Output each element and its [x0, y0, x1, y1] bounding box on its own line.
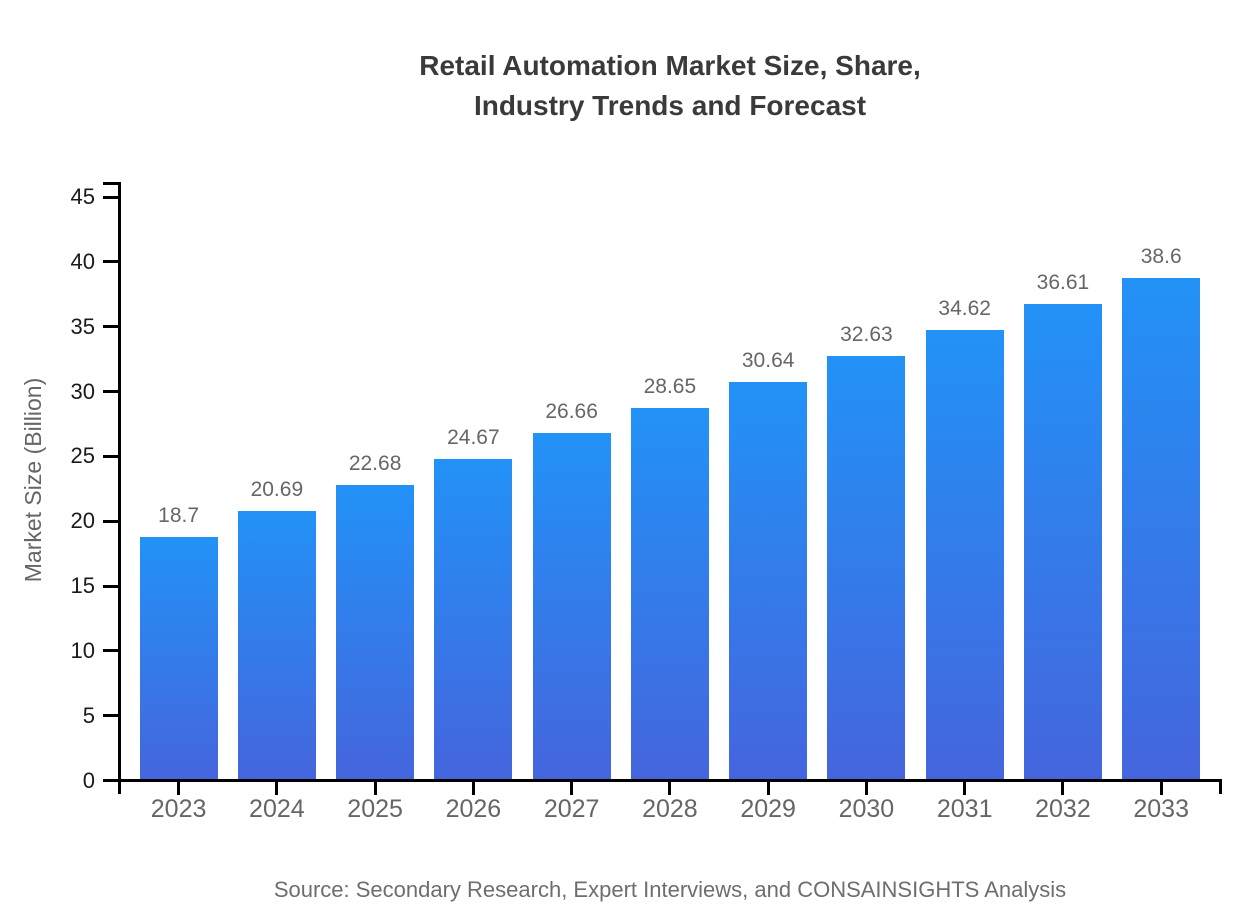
y-tick [103, 584, 118, 588]
bar [630, 407, 709, 779]
bar [532, 433, 611, 779]
y-tick-label: 10 [70, 637, 95, 663]
y-tick [103, 390, 118, 393]
x-tick [668, 782, 672, 795]
y-axis-top-cap [103, 182, 118, 185]
bar-value-label: 38.6 [1140, 245, 1182, 269]
x-tick [177, 782, 181, 795]
bar-value-label: 24.67 [447, 426, 500, 450]
x-axis-spine [118, 779, 1222, 782]
bar-value-label: 30.64 [741, 348, 795, 372]
y-tick-label: 25 [70, 443, 95, 469]
y-tick [103, 325, 118, 329]
x-axis-right-cap [1219, 779, 1222, 794]
bar [434, 459, 513, 779]
bar [925, 330, 1004, 779]
y-tick [103, 519, 118, 523]
chart-title: Retail Automation Market Size, Share, In… [419, 50, 921, 121]
y-axis-spine [118, 182, 121, 794]
bar-value-label: 32.63 [840, 322, 893, 346]
bar [827, 355, 906, 779]
bar-value-label: 18.7 [158, 503, 200, 527]
bar [729, 381, 808, 779]
y-tick-label: 40 [70, 248, 95, 274]
bar-value-label: 28.65 [643, 374, 697, 398]
bar [1122, 278, 1201, 779]
y-tick [103, 195, 118, 199]
x-tick-label: 2029 [740, 795, 796, 823]
x-tick-label: 2027 [543, 795, 600, 823]
x-tick-label: 2033 [1133, 795, 1189, 823]
x-tick [471, 782, 475, 795]
bar [1023, 304, 1102, 779]
x-tick [864, 782, 868, 795]
x-tick-label: 2028 [642, 795, 698, 823]
y-tick-label: 5 [82, 702, 95, 728]
y-tick [103, 779, 118, 782]
bar [237, 510, 316, 779]
bar-value-label: 22.68 [348, 451, 402, 475]
x-tick [1061, 782, 1065, 795]
x-tick-label: 2031 [936, 795, 993, 823]
bar-value-label: 36.61 [1036, 271, 1090, 295]
x-tick-label: 2023 [150, 795, 207, 823]
x-tick [570, 782, 574, 795]
x-tick-label: 2024 [249, 795, 305, 823]
y-tick-label: 30 [70, 378, 95, 404]
bar [336, 484, 415, 779]
x-tick [373, 782, 377, 795]
y-tick-label: 45 [70, 184, 95, 209]
y-tick-label: 0 [82, 767, 95, 793]
y-tick [103, 649, 118, 653]
x-tick [963, 782, 967, 795]
y-tick [103, 260, 118, 264]
x-tick-label: 2025 [347, 795, 403, 823]
x-tick-label: 2026 [445, 795, 502, 823]
x-tick-label: 2030 [838, 795, 895, 823]
y-tick [103, 714, 118, 718]
x-tick [766, 782, 770, 795]
y-tick-label: 15 [70, 573, 95, 598]
bar [139, 536, 218, 779]
x-tick [275, 782, 279, 795]
y-tick-label: 20 [70, 508, 95, 534]
y-tick-label: 35 [70, 313, 95, 339]
source-note: Source: Secondary Research, Expert Inter… [273, 877, 1067, 902]
bar-value-label: 26.66 [545, 400, 598, 424]
x-tick [1159, 782, 1163, 795]
x-tick-label: 2032 [1035, 795, 1091, 823]
y-tick [103, 454, 118, 458]
bar-value-label: 34.62 [938, 297, 991, 321]
bar-value-label: 20.69 [250, 477, 304, 501]
